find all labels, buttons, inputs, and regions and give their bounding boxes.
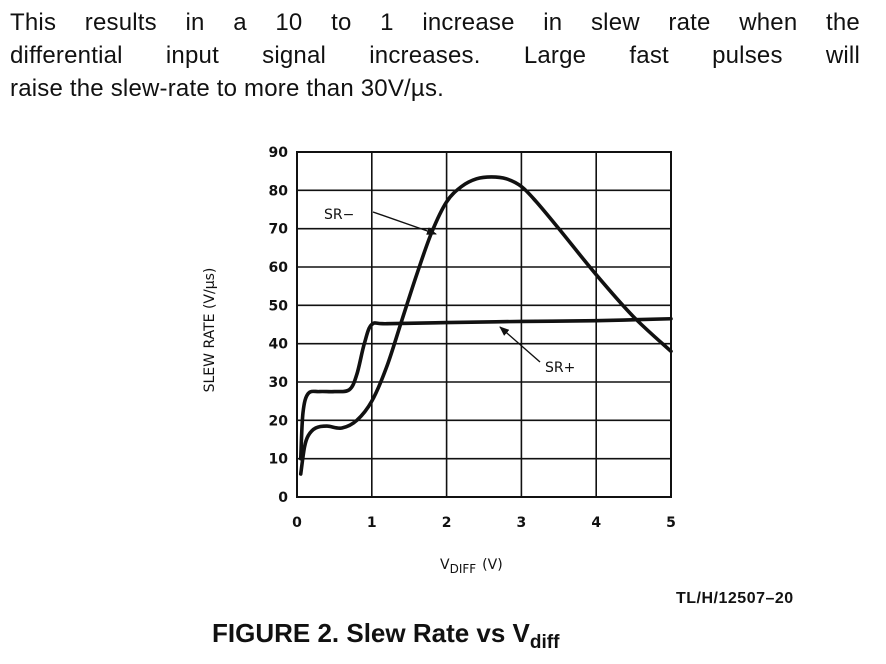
- svg-text:VDIFF(V): VDIFF (V): [440, 557, 503, 576]
- paragraph-line-3: raise the slew-rate to more than 30V/µs.: [10, 75, 445, 102]
- y-tick-label-6: 60: [269, 260, 289, 276]
- y-tick-label-5: 50: [269, 298, 289, 314]
- x-axis-label-main: V: [440, 557, 450, 573]
- figure-code: TL/H/12507–20: [676, 590, 794, 607]
- y-tick-label-3: 30: [269, 375, 289, 391]
- annotation-sr-plus-arrow: [499, 326, 541, 363]
- annotation-sr-minus-label: SR−: [324, 207, 354, 223]
- x-tick-label-1: 1: [367, 515, 377, 531]
- chart-series: [298, 175, 673, 476]
- y-tick-label-7: 70: [269, 222, 289, 238]
- paragraph-line-1: This results in a 10 to 1 increase in sl…: [10, 9, 860, 36]
- series-sr-plus-line: [298, 316, 673, 461]
- y-tick-label-4: 40: [269, 337, 289, 353]
- annotation-sr-plus-label: SR+: [545, 360, 575, 376]
- x-axis-label: VDIFF (V): [440, 557, 503, 576]
- x-tick-label-5: 5: [666, 515, 676, 531]
- annotation-sr-minus-arrow: [372, 211, 437, 235]
- x-axis-label-sub: DIFF: [450, 562, 477, 576]
- chart-grid: [297, 152, 671, 497]
- x-axis-label-unit: (V): [482, 557, 503, 573]
- y-tick-label-9: 90: [269, 145, 289, 161]
- y-tick-label-8: 80: [269, 183, 289, 199]
- series-sr-minus-line: [298, 175, 673, 476]
- x-tick-label-2: 2: [442, 515, 452, 531]
- chart-annotations: SR− SR+: [324, 207, 575, 376]
- x-tick-label-3: 3: [517, 515, 527, 531]
- body-paragraph: This results in a 10 to 1 increase in sl…: [10, 6, 860, 105]
- figure-caption-main: FIGURE 2. Slew Rate vs V: [212, 618, 530, 648]
- x-tick-label-0: 0: [292, 515, 302, 531]
- y-axis-label: SLEW RATE (V/µs): [202, 268, 218, 393]
- y-tick-labels: 0 10 20 30 40 50 60 70 80 90: [269, 145, 289, 506]
- y-tick-label-1: 10: [269, 452, 289, 468]
- x-tick-label-4: 4: [591, 515, 601, 531]
- figure-caption-sub: diff: [529, 632, 560, 653]
- paragraph-line-2: differential input signal increases. Lar…: [10, 42, 860, 69]
- chart-axes: [296, 151, 672, 498]
- plot-frame: [296, 151, 672, 498]
- figure-caption: FIGURE 2. Slew Rate vs Vdiff: [212, 618, 559, 654]
- y-tick-label-2: 20: [269, 413, 289, 429]
- y-tick-label-0: 0: [278, 490, 288, 506]
- x-tick-labels: 0 1 2 3 4 5: [292, 515, 676, 531]
